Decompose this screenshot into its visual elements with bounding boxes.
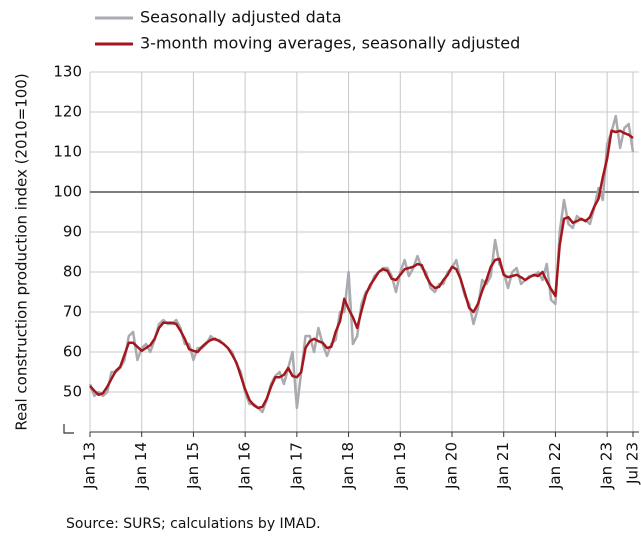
x-tick-label: Jan 17 [287, 442, 305, 490]
y-tick-label: 130 [53, 63, 82, 81]
x-tick-label: Jan 23 [598, 442, 616, 490]
y-tick-label: 50 [63, 383, 82, 401]
x-tick-label: Jan 19 [391, 442, 409, 490]
x-tick-label: Jan 18 [339, 442, 357, 490]
y-axis-label: Real construction production index (2010… [13, 73, 31, 430]
x-tick-label: Jan 16 [236, 442, 254, 490]
y-tick-label: 60 [63, 343, 82, 361]
x-tick-label: Jan 15 [184, 442, 202, 490]
y-tick-label: 70 [63, 303, 82, 321]
x-tick-label: Jan 20 [443, 442, 461, 490]
series-line [88, 114, 635, 414]
x-tick-label: Jan 14 [132, 442, 150, 490]
x-tick-label: Jan 22 [546, 442, 564, 490]
y-tick-label: 100 [53, 183, 82, 201]
y-tick-label: 80 [63, 263, 82, 281]
source: Source: SURS; calculations by IMAD. [66, 516, 321, 532]
legend-label: Seasonally adjusted data [140, 8, 342, 27]
y-tick-label: 110 [53, 143, 82, 161]
x-tick-label: Jan 13 [81, 442, 99, 490]
y-tick-label: 90 [63, 223, 82, 241]
series-line [89, 129, 634, 410]
y-tick-label: 120 [53, 103, 82, 121]
x-tick-label: Jul 23 [624, 442, 641, 485]
x-tick-label: Jan 21 [494, 442, 512, 490]
axis-break [63, 424, 74, 434]
legend-label: 3-month moving averages, seasonally adju… [140, 34, 520, 53]
